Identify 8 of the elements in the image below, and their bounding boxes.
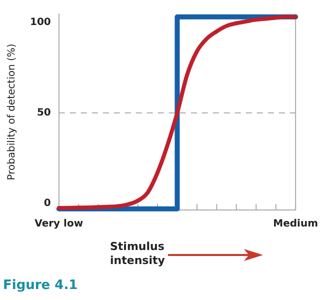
caption: Figure 4.1 xyxy=(3,278,78,293)
x-axis-title: Stimulus intensity xyxy=(110,240,166,268)
x-tick-label: Medium xyxy=(273,218,318,230)
y-tick-label: 50 xyxy=(36,108,51,118)
y-tick-label: 100 xyxy=(30,16,51,28)
y-tick-label: 0 xyxy=(44,198,51,210)
y-axis-title: Probability of detection (%) xyxy=(6,44,18,180)
x-tick-label: Very low xyxy=(34,218,84,230)
